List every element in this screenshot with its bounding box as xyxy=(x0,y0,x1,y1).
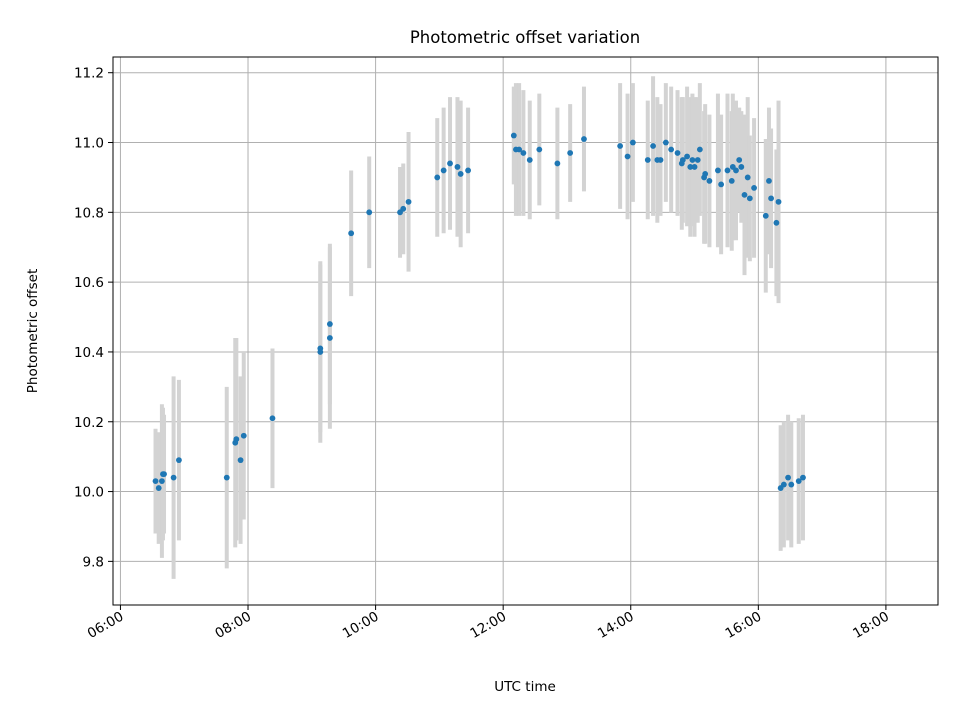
data-point xyxy=(684,153,690,160)
data-point xyxy=(170,474,177,481)
data-point xyxy=(674,150,681,156)
data-point xyxy=(694,157,701,163)
data-point xyxy=(780,481,787,488)
plot-frame xyxy=(112,56,939,606)
data-point xyxy=(728,178,735,184)
data-points xyxy=(152,132,806,491)
data-point xyxy=(510,132,517,139)
data-point xyxy=(657,157,664,163)
chart-title: Photometric offset variation xyxy=(410,28,640,47)
data-point xyxy=(775,198,782,205)
data-point xyxy=(159,478,165,484)
data-point xyxy=(465,167,471,174)
data-point xyxy=(326,335,333,341)
data-point xyxy=(152,478,159,484)
data-point xyxy=(762,212,769,219)
data-point xyxy=(536,146,543,153)
data-point xyxy=(785,474,791,481)
data-point xyxy=(237,457,244,464)
data-point xyxy=(715,167,721,174)
y-axis: 9.8 10.0 10.2 10.4 10.6 10.8 11.0 11.2 xyxy=(74,66,113,570)
data-point xyxy=(447,160,453,167)
data-point xyxy=(702,171,709,177)
data-point xyxy=(689,157,696,163)
data-point xyxy=(691,164,698,170)
data-point xyxy=(223,474,230,481)
data-point xyxy=(405,198,412,205)
grid xyxy=(113,57,938,605)
data-point xyxy=(155,485,162,491)
data-point xyxy=(554,160,561,167)
data-point xyxy=(741,191,748,198)
data-point xyxy=(679,157,686,163)
data-point xyxy=(736,157,743,163)
data-point xyxy=(454,164,461,170)
y-tick-label: 10.4 xyxy=(74,345,104,361)
data-point xyxy=(662,139,669,146)
data-point xyxy=(744,174,751,181)
y-tick-label: 9.8 xyxy=(83,554,104,570)
data-point xyxy=(718,181,725,188)
data-point xyxy=(240,432,247,439)
data-point xyxy=(366,209,373,216)
data-point xyxy=(800,474,806,481)
data-point xyxy=(795,478,802,484)
data-point xyxy=(516,146,523,153)
data-point xyxy=(751,184,757,191)
data-point xyxy=(733,167,739,174)
data-point xyxy=(348,230,355,237)
data-point xyxy=(457,171,464,177)
data-point xyxy=(768,195,774,202)
data-point xyxy=(434,174,441,181)
y-tick-label: 10.0 xyxy=(74,485,104,501)
data-point xyxy=(526,157,533,163)
data-point xyxy=(706,178,713,184)
data-point xyxy=(650,143,656,149)
y-tick-label: 11.2 xyxy=(74,66,104,82)
data-point xyxy=(788,481,795,488)
data-point xyxy=(617,143,624,149)
data-point xyxy=(317,349,324,355)
data-point xyxy=(644,157,651,163)
data-point xyxy=(629,139,636,146)
data-point xyxy=(738,164,745,170)
data-point xyxy=(773,219,780,226)
data-point xyxy=(233,436,240,443)
data-point xyxy=(696,146,703,153)
data-point xyxy=(624,153,631,160)
data-point xyxy=(567,150,574,156)
data-point xyxy=(176,457,182,464)
data-point xyxy=(161,471,167,478)
data-point xyxy=(766,178,772,184)
data-point xyxy=(326,321,333,327)
x-axis-label: UTC time xyxy=(494,679,556,695)
data-point xyxy=(746,195,753,202)
y-tick-label: 10.6 xyxy=(74,275,104,291)
data-point xyxy=(724,167,731,174)
data-point xyxy=(520,150,527,156)
data-point xyxy=(400,205,407,212)
y-tick-label: 11.0 xyxy=(74,136,104,152)
data-point xyxy=(440,167,447,174)
y-axis-label: Photometric offset xyxy=(25,269,41,393)
data-point xyxy=(687,164,694,170)
y-tick-label: 10.2 xyxy=(74,415,104,431)
y-tick-label: 10.8 xyxy=(74,205,104,221)
data-point xyxy=(668,146,675,153)
data-point xyxy=(269,415,276,422)
data-point xyxy=(581,136,587,142)
